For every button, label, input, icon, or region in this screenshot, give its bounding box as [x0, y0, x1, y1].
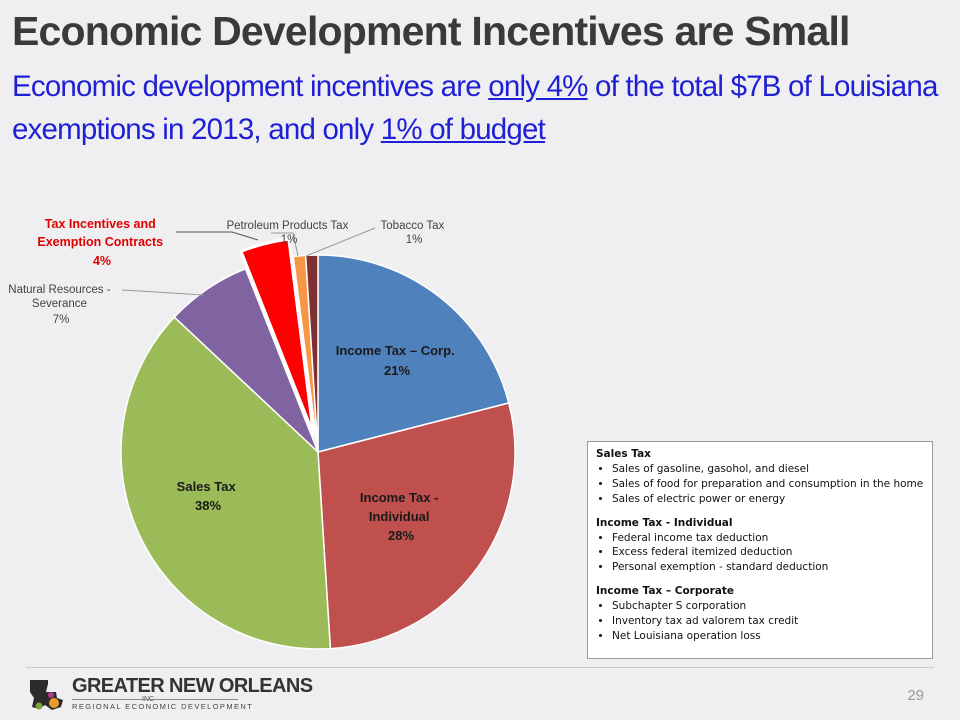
- label-tax-incentives: Tax Incentives and Exemption Contracts 4…: [37, 217, 166, 268]
- page-number: 29: [907, 687, 924, 704]
- slice-tax-incentives: [239, 237, 316, 436]
- label-natural-resources: Natural Resources - Severance 7%: [8, 284, 113, 326]
- logo-name: GREATER NEW ORLEANS: [72, 675, 313, 697]
- leader-line-incentives: [176, 231, 259, 241]
- logo-rule: [72, 699, 238, 700]
- slice-natural-resources: [173, 267, 319, 453]
- leader-line-natural-resources: [121, 289, 205, 296]
- list-item: Sales of gasoline, gasohol, and diesel: [612, 462, 924, 477]
- pie-slices: [120, 237, 516, 650]
- slice-income-corp: [317, 254, 510, 453]
- subtitle-highlight-budget: 1% of budget: [380, 112, 546, 146]
- subtitle-text-1: Economic development incentives are: [12, 70, 489, 103]
- section-title-sales: Sales Tax: [596, 448, 651, 460]
- list-item: Subchapter S corporation: [612, 599, 924, 614]
- label-petroleum: Petroleum Products Tax 1%: [226, 220, 351, 246]
- page-title: Economic Development Incentives are Smal…: [12, 8, 850, 54]
- subtitle-highlight-percent: only 4%: [488, 70, 588, 103]
- label-tobacco: Tobacco Tax 1%: [381, 220, 448, 246]
- list-item: Excess federal itemized deduction: [612, 545, 924, 560]
- subtitle-text-2: of the total $7B of Louisiana exemptions…: [12, 70, 938, 146]
- pie-leader-lines: [121, 227, 376, 296]
- list-corporate: Subchapter S corporation Inventory tax a…: [596, 599, 924, 644]
- label-sales-tax: Sales Tax 38%: [177, 479, 240, 513]
- list-item: Federal income tax deduction: [612, 531, 924, 546]
- slice-tobacco: [304, 254, 319, 453]
- list-item: Sales of electric power or energy: [612, 492, 924, 507]
- page-subtitle: Economic development incentives are only…: [12, 66, 952, 152]
- list-item: Net Louisiana operation loss: [612, 629, 924, 644]
- louisiana-map-icon: [30, 680, 63, 710]
- label-income-individual: Income Tax - Individual 28%: [360, 490, 442, 543]
- label-income-corp: Income Tax – Corp. 21%: [336, 343, 459, 378]
- list-item: Sales of food for preparation and consum…: [612, 477, 924, 492]
- list-item: Personal exemption - standard deduction: [612, 560, 924, 575]
- slice-sales-tax: [120, 316, 332, 650]
- leader-line-petroleum: [271, 232, 299, 257]
- logo-tagline: REGIONAL ECONOMIC DEVELOPMENT: [72, 702, 254, 711]
- list-item: Inventory tax ad valorem tax credit: [612, 614, 924, 629]
- footer-divider: [26, 667, 934, 668]
- list-individual: Federal income tax deduction Excess fede…: [596, 531, 924, 576]
- section-title-corporate: Income Tax – Corporate: [596, 585, 734, 598]
- pie-labels: Income Tax – Corp. 21% Income Tax - Indi…: [8, 217, 459, 543]
- slice-income-individual: [317, 402, 516, 650]
- list-sales: Sales of gasoline, gasohol, and diesel S…: [596, 462, 924, 507]
- section-title-individual: Income Tax - Individual: [596, 516, 733, 529]
- leader-line-tobacco: [305, 227, 376, 257]
- gno-logo: GREATER NEW ORLEANS INC REGIONAL ECONOMI…: [26, 674, 313, 714]
- exemptions-detail-box: Sales Tax Sales of gasoline, gasohol, an…: [587, 441, 933, 659]
